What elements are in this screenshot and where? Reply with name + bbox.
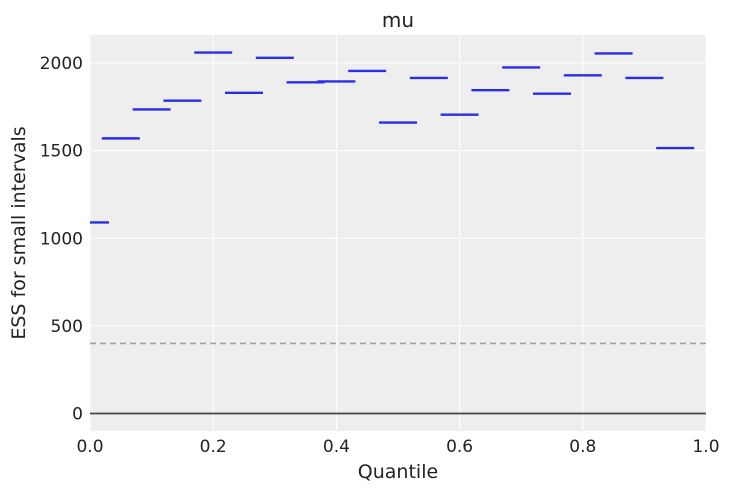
x-axis-label: Quantile [358, 461, 438, 483]
y-tick-label: 2000 [40, 54, 83, 74]
x-tick-label: 1.0 [692, 437, 719, 457]
y-tick-label: 1500 [40, 142, 83, 162]
x-tick-label: 0.0 [76, 437, 103, 457]
x-tick-label: 0.6 [446, 437, 473, 457]
x-tick-label: 0.4 [323, 437, 350, 457]
y-tick-label: 500 [51, 317, 83, 337]
x-tick-label: 0.8 [569, 437, 596, 457]
data-marks [90, 51, 695, 224]
reference-lines [90, 342, 706, 415]
y-axis-label: ESS for small intervals [8, 126, 30, 339]
chart-title: mu [382, 8, 414, 32]
x-tick-label: 0.2 [200, 437, 227, 457]
plot-background [90, 35, 706, 431]
x-axis-ticks: 0.0 0.2 0.4 0.6 0.8 1.0 [76, 437, 719, 457]
y-tick-label: 1000 [40, 229, 83, 249]
y-axis-ticks: 0 500 1000 1500 2000 [40, 54, 83, 424]
y-tick-label: 0 [72, 404, 83, 424]
